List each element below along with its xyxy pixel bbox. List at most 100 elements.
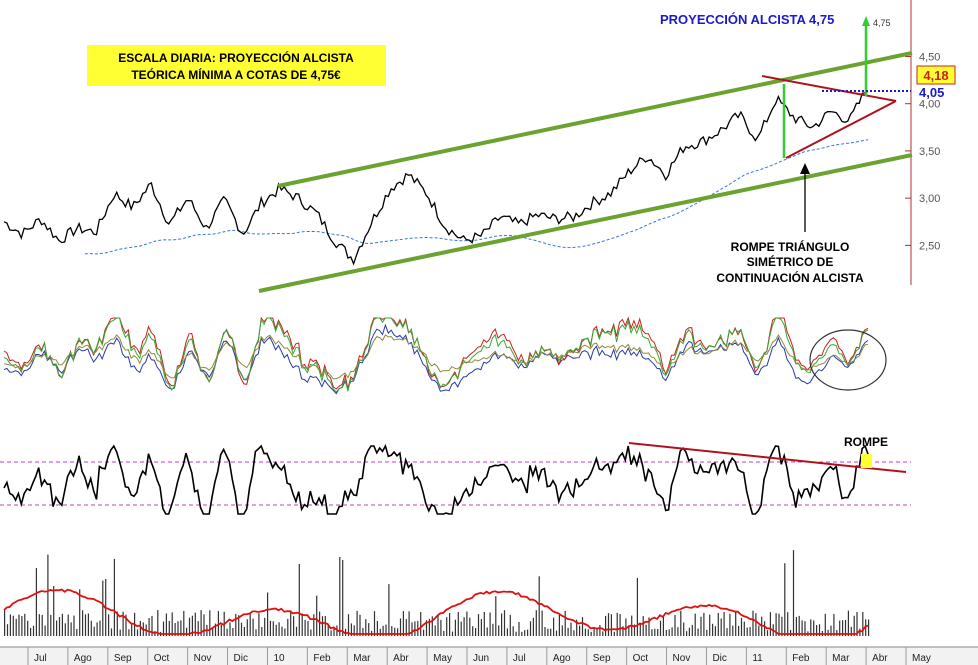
volume-bar bbox=[622, 626, 624, 636]
volume-bar bbox=[162, 621, 165, 636]
volume-bar bbox=[281, 626, 283, 636]
volume-bar bbox=[157, 610, 159, 636]
volume-bar bbox=[668, 629, 670, 636]
volume-bar bbox=[714, 626, 716, 636]
volume-bar bbox=[691, 624, 693, 636]
volume-bar bbox=[261, 627, 263, 636]
month-label: Feb bbox=[313, 653, 331, 664]
month-label: Abr bbox=[393, 653, 409, 664]
volume-bar bbox=[567, 627, 569, 636]
volume-bar bbox=[472, 626, 474, 636]
volume-bar bbox=[188, 617, 191, 636]
price-panel: 4,50 4,00 3,50 3,00 2,50 ESCALA DIARIA: PROY… bbox=[3, 0, 956, 293]
volume-bar bbox=[454, 619, 456, 636]
volume-bar bbox=[659, 620, 662, 636]
volume-bar bbox=[541, 610, 543, 636]
volume-bar bbox=[96, 622, 98, 636]
volume-bar bbox=[379, 628, 381, 636]
volume-bar bbox=[532, 617, 534, 636]
last-price-badge: 4,18 bbox=[916, 65, 956, 85]
month-label: Feb bbox=[792, 653, 810, 664]
volume-bar bbox=[356, 610, 358, 636]
volume-bar bbox=[122, 611, 124, 636]
volume-bar bbox=[235, 613, 237, 636]
volume-bar bbox=[680, 610, 682, 636]
volume-bar bbox=[307, 621, 309, 636]
volume-bar bbox=[171, 612, 173, 636]
volume-bar bbox=[501, 613, 503, 636]
breakout-highlight bbox=[861, 454, 872, 468]
volume-bar bbox=[238, 615, 240, 636]
level-label: 4,05 bbox=[919, 85, 944, 100]
volume-bar bbox=[362, 627, 364, 636]
price-tick-label: 2,50 bbox=[919, 240, 940, 252]
month-label: Mar bbox=[832, 653, 850, 664]
volume-bar bbox=[269, 620, 271, 636]
volume-bar bbox=[232, 628, 234, 636]
moving-average-line bbox=[84, 139, 869, 255]
volume-bar bbox=[558, 614, 560, 636]
channel-lower-line bbox=[258, 153, 913, 293]
volume-bar bbox=[492, 623, 494, 636]
volume-bar bbox=[67, 614, 69, 636]
volume-bar bbox=[729, 613, 731, 636]
triangle-note-line1: ROMPE TRIÁNGULO bbox=[731, 239, 850, 254]
volume-bar bbox=[596, 627, 598, 636]
volume-bar bbox=[457, 612, 459, 636]
volume-bar bbox=[76, 629, 78, 636]
volume-bar bbox=[758, 625, 760, 636]
volume-bar bbox=[246, 619, 248, 636]
triangle-note-line2: SIMÉTRICO DE bbox=[747, 254, 834, 269]
volume-bar bbox=[581, 617, 584, 636]
volume-bar bbox=[41, 614, 43, 636]
volume-bar bbox=[194, 612, 196, 636]
volume-bar bbox=[255, 629, 257, 636]
volume-bar bbox=[475, 628, 477, 636]
volume-bar bbox=[790, 629, 792, 636]
volume-bar bbox=[44, 625, 46, 636]
volume-bar bbox=[816, 625, 818, 636]
volume-bar bbox=[209, 610, 211, 636]
volume-bar bbox=[506, 628, 508, 636]
x-axis: Jul Ago Sep Oct Nov Dic 10 Feb Mar Abr May Jun Jul Ag… bbox=[0, 646, 978, 665]
volume-bar bbox=[755, 613, 757, 636]
volume-bar bbox=[844, 620, 847, 636]
volume-bar bbox=[264, 617, 266, 636]
info-box: ESCALA DIARIA: PROYECCIÓN ALCISTA TEÓRIC… bbox=[87, 45, 386, 86]
volume-bar bbox=[4, 610, 6, 636]
volume-bar bbox=[399, 618, 402, 636]
volume-bar bbox=[477, 614, 480, 636]
projection-arrow-icon bbox=[862, 16, 870, 26]
volume-bar bbox=[694, 613, 696, 636]
volume-bar bbox=[610, 614, 612, 636]
volume-bar bbox=[801, 620, 803, 636]
info-box-line1: ESCALA DIARIA: PROYECCIÓN ALCISTA bbox=[118, 50, 354, 65]
volume-bar bbox=[434, 625, 436, 636]
volume-bar bbox=[87, 613, 89, 636]
volume-bar bbox=[555, 630, 558, 636]
volume-bar bbox=[553, 617, 555, 636]
last-price-background bbox=[916, 65, 956, 85]
volume-bar bbox=[411, 622, 413, 636]
volume-bar bbox=[440, 619, 442, 636]
volume-bar bbox=[584, 628, 586, 636]
volume-bar bbox=[30, 627, 32, 636]
volume-bar bbox=[576, 619, 578, 636]
volume-bar bbox=[726, 628, 728, 636]
volume-bar bbox=[709, 614, 711, 636]
volume-bar bbox=[764, 621, 766, 636]
volume-bar bbox=[515, 631, 517, 636]
volume-bar bbox=[654, 628, 656, 636]
volume-bar bbox=[84, 614, 87, 636]
volume-bar bbox=[674, 615, 676, 636]
triangle-upper-line bbox=[761, 75, 897, 102]
volume-bar bbox=[113, 558, 115, 636]
volume-bar bbox=[301, 613, 303, 636]
volume-bar bbox=[15, 618, 17, 636]
momentum-line-blue bbox=[3, 323, 869, 395]
projection-label: PROYECCIÓN ALCISTA 4,75 bbox=[660, 12, 834, 27]
volume-bar bbox=[798, 615, 800, 636]
volume-bar bbox=[180, 620, 182, 636]
note-arrow-icon bbox=[800, 163, 810, 174]
volume-bar bbox=[53, 586, 55, 636]
